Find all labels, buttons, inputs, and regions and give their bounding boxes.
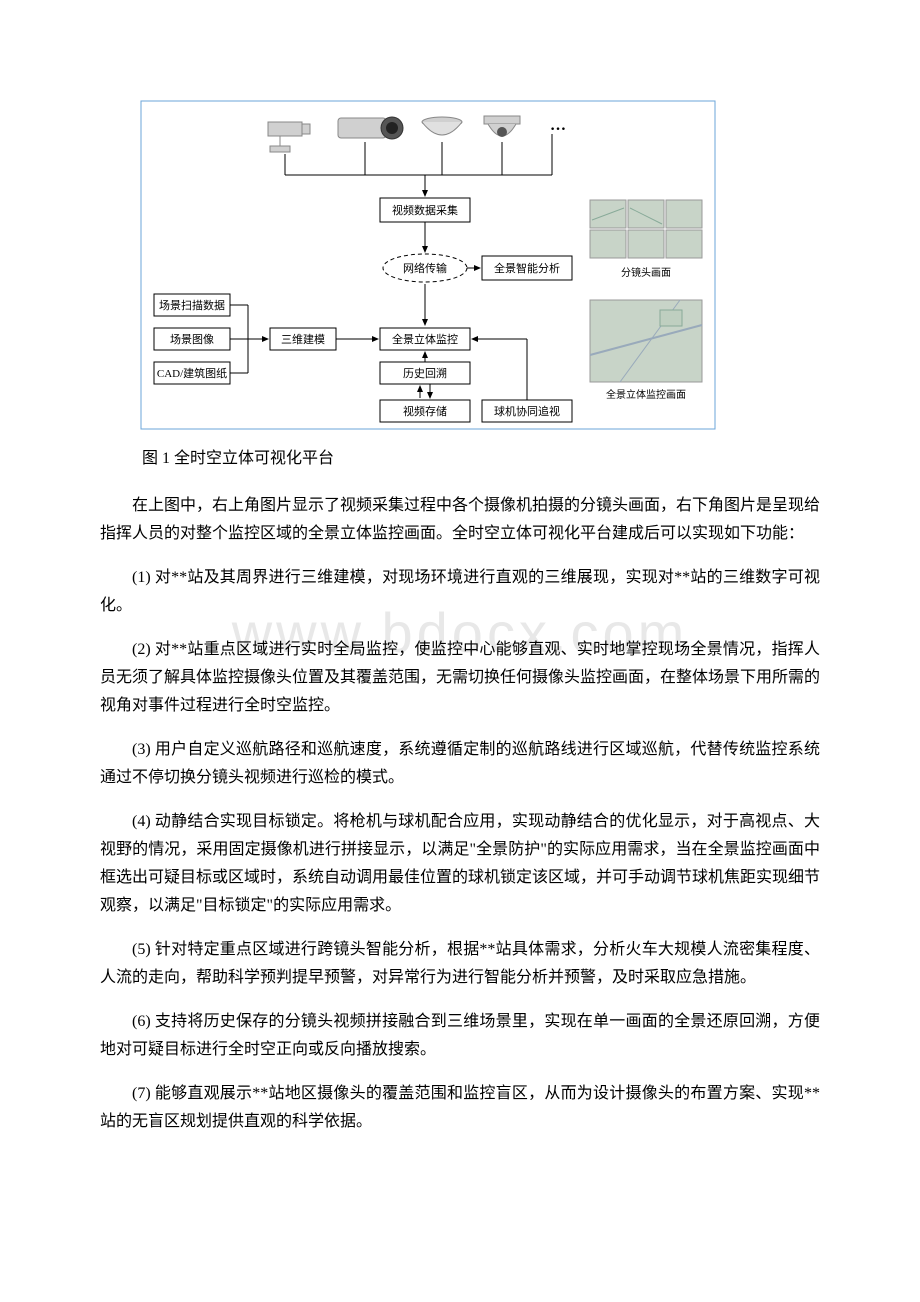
- node-analysis-label: 全景智能分析: [494, 261, 560, 275]
- split-view-label: 分镜头画面: [621, 266, 671, 279]
- camera-icon-1: [268, 122, 310, 152]
- node-cad-label: CAD/建筑图纸: [157, 366, 227, 380]
- pano-view-thumbnail: [590, 300, 702, 382]
- node-history-label: 历史回溯: [403, 367, 447, 380]
- node-monitor-label: 全景立体监控: [392, 332, 458, 346]
- paragraph-3: (3) 用户自定义巡航路径和巡航速度，系统遵循定制的巡航路线进行区域巡航，代替传…: [100, 736, 820, 792]
- camera-icon-4: [484, 116, 520, 137]
- camera-icon-2: [338, 117, 403, 139]
- camera-icon-3: [422, 117, 462, 135]
- paragraph-7: (7) 能够直观展示**站地区摄像头的覆盖范围和监控盲区，从而为设计摄像头的布置…: [100, 1080, 820, 1136]
- node-net-transfer-label: 网络传输: [403, 261, 447, 275]
- node-scan-data-label: 场景扫描数据: [159, 298, 225, 312]
- split-view-thumbnail: [590, 200, 702, 258]
- diagram-svg: … 视频数据采集 网络传输 全景智能分析 场景扫描数据: [140, 100, 716, 430]
- node-modeling-label: 三维建模: [281, 332, 325, 346]
- ellipsis-icon: …: [550, 117, 566, 134]
- paragraph-2: (2) 对**站重点区域进行实时全局监控，使监控中心能够直观、实时地掌控现场全景…: [100, 636, 820, 720]
- page-content: … 视频数据采集 网络传输 全景智能分析 场景扫描数据: [0, 0, 920, 1212]
- node-track-label: 球机协同追视: [494, 404, 560, 418]
- paragraph-5: (5) 针对特定重点区域进行跨镜头智能分析，根据**站具体需求，分析火车大规模人…: [100, 936, 820, 992]
- node-scene-image-label: 场景图像: [170, 332, 214, 346]
- paragraph-6: (6) 支持将历史保存的分镜头视频拼接融合到三维场景里，实现在单一画面的全景还原…: [100, 1008, 820, 1064]
- paragraph-4: (4) 动静结合实现目标锁定。将枪机与球机配合应用，实现动静结合的优化显示，对于…: [100, 808, 820, 920]
- node-video-collect-label: 视频数据采集: [392, 203, 458, 217]
- paragraph-1: (1) 对**站及其周界进行三维建模，对现场环境进行直观的三维展现，实现对**站…: [100, 564, 820, 620]
- node-storage-label: 视频存储: [403, 404, 447, 418]
- pano-view-label: 全景立体监控画面: [606, 388, 686, 401]
- figure-1: … 视频数据采集 网络传输 全景智能分析 场景扫描数据: [140, 100, 820, 430]
- paragraph-intro: 在上图中，右上角图片显示了视频采集过程中各个摄像机拍摄的分镜头画面，右下角图片是…: [100, 492, 820, 548]
- figure-caption: 图 1 全时空立体可视化平台: [142, 446, 820, 472]
